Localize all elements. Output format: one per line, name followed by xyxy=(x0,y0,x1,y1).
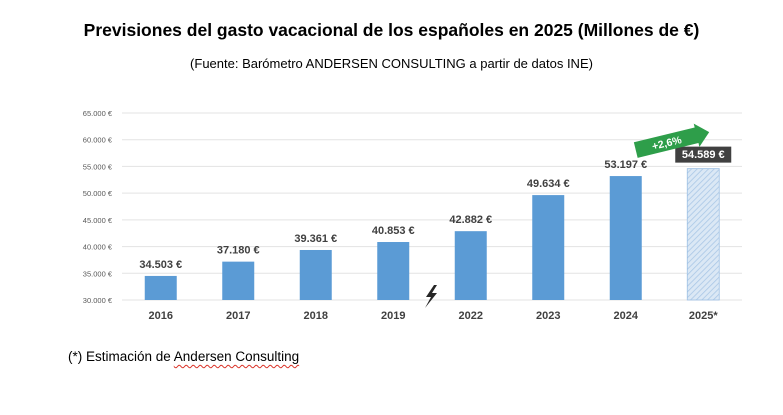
chart-subtitle: (Fuente: Barómetro ANDERSEN CONSULTING a… xyxy=(190,56,593,71)
bar xyxy=(377,242,410,300)
bar xyxy=(222,261,255,300)
footnote: (*) Estimación de Andersen Consulting xyxy=(68,349,299,364)
growth-arrow-head xyxy=(693,123,710,147)
value-label: 34.503 € xyxy=(139,259,182,271)
value-label: 53.197 € xyxy=(604,159,647,171)
x-tick-label: 2018 xyxy=(304,310,328,322)
x-tick-label: 2023 xyxy=(536,310,560,322)
y-tick-label: 50.000 € xyxy=(83,189,113,198)
chart-title: Previsiones del gasto vacacional de los … xyxy=(83,20,700,40)
growth-arrow-body xyxy=(633,127,700,158)
value-label: 54.589 € xyxy=(682,149,725,161)
growth-arrow-icon: +2,6% xyxy=(633,123,710,158)
bar-estimate xyxy=(686,168,720,301)
y-tick-label: 40.000 € xyxy=(83,243,113,252)
x-tick-label: 2017 xyxy=(226,310,250,322)
y-tick-label: 65.000 € xyxy=(83,109,113,118)
break-marker-icon xyxy=(425,285,437,308)
bar xyxy=(454,231,487,300)
value-label: 40.853 € xyxy=(372,225,415,237)
bar xyxy=(144,275,177,300)
bar xyxy=(609,176,642,300)
y-tick-label: 55.000 € xyxy=(83,162,113,171)
footnote-prefix: (*) Estimación de xyxy=(68,349,174,364)
value-label: 39.361 € xyxy=(294,233,337,245)
value-label-background xyxy=(675,146,732,163)
x-tick-label: 2022 xyxy=(459,310,483,322)
y-tick-label: 35.000 € xyxy=(83,269,113,278)
bar xyxy=(299,249,332,300)
x-tick-label: 2025* xyxy=(689,310,718,322)
y-tick-label: 30.000 € xyxy=(83,296,113,305)
value-label: 49.634 € xyxy=(527,178,570,190)
y-tick-label: 60.000 € xyxy=(83,136,113,145)
bar xyxy=(532,195,565,300)
y-tick-label: 45.000 € xyxy=(83,216,113,225)
value-label: 42.882 € xyxy=(449,214,492,226)
x-tick-label: 2016 xyxy=(149,310,173,322)
footnote-author: Andersen Consulting xyxy=(173,349,300,364)
value-label: 37.180 € xyxy=(217,245,260,257)
x-tick-label: 2024 xyxy=(614,310,639,322)
x-tick-label: 2019 xyxy=(381,310,405,322)
